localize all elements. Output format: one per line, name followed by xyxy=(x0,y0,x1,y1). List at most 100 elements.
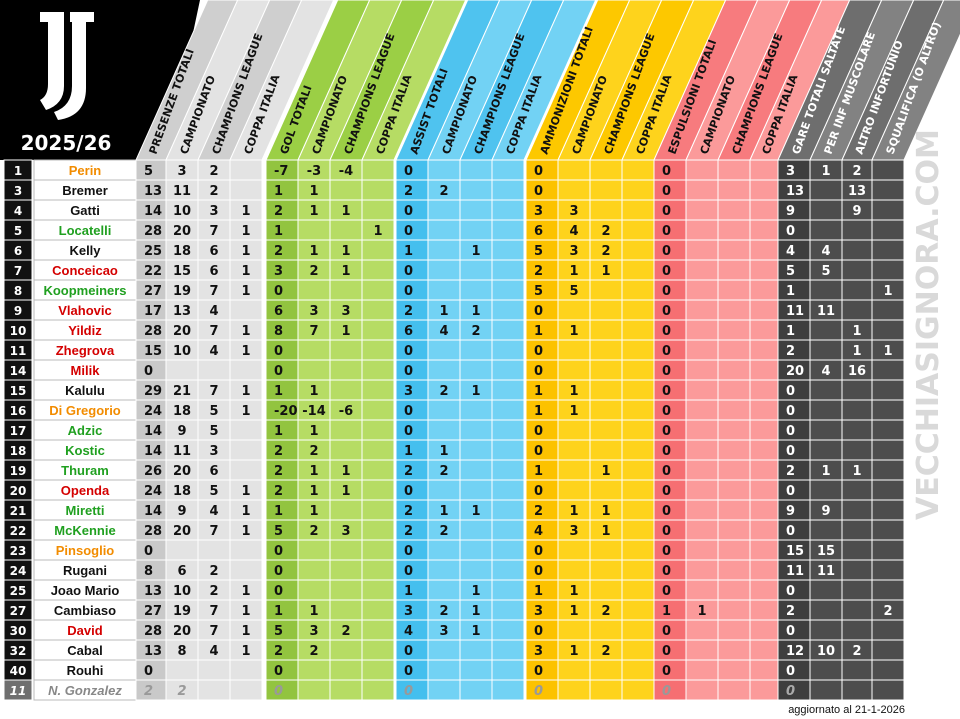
stat-value: -3 xyxy=(307,164,321,179)
stat-cell xyxy=(491,459,525,481)
stat-value: 2 xyxy=(883,604,892,619)
stat-cell xyxy=(685,659,719,681)
stat-value: 0 xyxy=(534,344,543,359)
stat-cell xyxy=(589,659,623,681)
stat-value: 5 xyxy=(534,244,543,259)
jersey-number: 23 xyxy=(10,544,27,558)
stat-cell xyxy=(809,599,843,621)
stat-value: 1 xyxy=(274,424,283,439)
stat-value: 0 xyxy=(662,244,671,259)
stat-cell xyxy=(297,579,331,601)
stat-value: 1 xyxy=(852,324,861,339)
stat-value: 1 xyxy=(309,244,318,259)
stat-cell xyxy=(685,559,719,581)
stat-value: 19 xyxy=(173,284,191,299)
stat-cell xyxy=(491,439,525,461)
stat-cell xyxy=(621,279,655,301)
stat-value: 0 xyxy=(786,424,795,439)
stat-value: 0 xyxy=(786,404,795,419)
stat-value: 1 xyxy=(786,284,795,299)
stat-value: 3 xyxy=(569,524,578,539)
stat-value: 0 xyxy=(534,564,543,579)
stat-cell xyxy=(165,659,199,681)
stat-cell xyxy=(717,559,751,581)
stat-value: 2 xyxy=(534,504,543,519)
jersey-number: 3 xyxy=(14,184,22,198)
stat-cell xyxy=(809,519,843,541)
stat-value: 0 xyxy=(662,424,671,439)
table-row: 21 Miretti 14 9 4 1 1 1 2 1 1 2 1 1 0 9 9 xyxy=(3,499,905,521)
stat-cell xyxy=(749,599,779,621)
stat-value: 7 xyxy=(209,384,218,399)
stat-cell xyxy=(557,659,591,681)
stat-value: 1 xyxy=(241,244,250,259)
stat-cell xyxy=(427,639,461,661)
player-name: Miretti xyxy=(66,503,105,518)
stat-value: 0 xyxy=(404,544,413,559)
stat-value: 0 xyxy=(662,624,671,639)
stat-value: 1 xyxy=(241,584,250,599)
stat-value: 1 xyxy=(569,584,578,599)
stat-cell xyxy=(841,439,873,461)
player-name: Kelly xyxy=(69,243,101,258)
stat-value: 11 xyxy=(786,564,804,579)
stat-cell xyxy=(749,579,779,601)
stat-cell xyxy=(809,399,843,421)
stat-cell xyxy=(841,619,873,641)
stat-value: 3 xyxy=(569,204,578,219)
jersey-number: 21 xyxy=(10,504,27,518)
stat-cell xyxy=(197,659,231,681)
stat-value: 0 xyxy=(404,224,413,239)
stat-cell xyxy=(871,659,905,681)
table-row: 6 Kelly 25 18 6 1 2 1 1 1 1 5 3 2 0 4 4 xyxy=(3,239,905,261)
stat-value: 4 xyxy=(821,244,830,259)
stat-cell xyxy=(459,279,493,301)
stat-value: 0 xyxy=(534,364,543,379)
stat-cell xyxy=(809,199,843,221)
stat-cell xyxy=(841,219,873,241)
stat-cell xyxy=(621,519,655,541)
player-name: Perin xyxy=(69,163,102,178)
stat-value: 1 xyxy=(697,604,706,619)
stat-cell xyxy=(329,679,363,701)
stat-value: 2 xyxy=(209,164,218,179)
table-header: 2025/26 PRESENZE TOTALICAMPIONATOCHAMPION… xyxy=(0,0,960,161)
stat-cell xyxy=(685,299,719,321)
stat-value: 0 xyxy=(662,264,671,279)
stat-value: 1 xyxy=(534,464,543,479)
jersey-number: 6 xyxy=(14,244,22,258)
table-row: 8 Koopmeiners 27 19 7 1 0 0 5 5 0 1 1 xyxy=(3,279,905,301)
stat-value: 5 xyxy=(144,164,153,179)
stat-cell xyxy=(871,319,905,341)
stat-cell xyxy=(809,179,843,201)
stat-value: 14 xyxy=(144,504,162,519)
stat-cell xyxy=(621,399,655,421)
stat-value: 1 xyxy=(241,324,250,339)
stat-cell xyxy=(749,659,779,681)
stat-value: 1 xyxy=(241,344,250,359)
stat-cell xyxy=(809,619,843,641)
stat-value: 1 xyxy=(241,484,250,499)
stat-value: 1 xyxy=(471,304,480,319)
stat-cell xyxy=(841,379,873,401)
stat-value: -6 xyxy=(339,404,353,419)
stat-value: 1 xyxy=(241,624,250,639)
stat-value: 6 xyxy=(209,244,218,259)
stat-cell xyxy=(557,439,591,461)
stat-value: 0 xyxy=(662,484,671,499)
stat-cell xyxy=(749,159,779,181)
stat-value: 28 xyxy=(144,224,162,239)
table-row: 5 Locatelli 28 20 7 1 1 1 0 6 4 2 0 0 xyxy=(3,219,905,241)
stat-value: 0 xyxy=(662,404,671,419)
jersey-number: 16 xyxy=(10,404,27,418)
stat-cell xyxy=(427,399,461,421)
stat-cell xyxy=(361,179,395,201)
stat-cell xyxy=(717,399,751,421)
stat-cell xyxy=(589,439,623,461)
stat-cell xyxy=(297,279,331,301)
player-name: N. Gonzalez xyxy=(48,683,122,698)
stat-value: 0 xyxy=(662,584,671,599)
table-row: 16 Di Gregorio 24 18 5 1 -20 -14 -6 0 1 1 0 0 xyxy=(3,399,905,421)
stat-cell xyxy=(297,679,331,701)
stat-value: 0 xyxy=(786,484,795,499)
